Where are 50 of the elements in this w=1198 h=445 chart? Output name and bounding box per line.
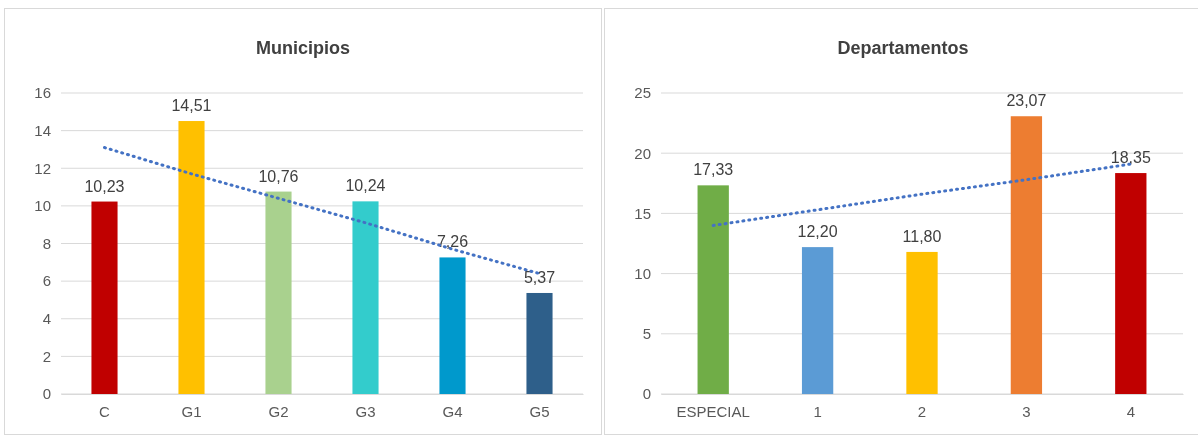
y-tick-label: 25 (634, 84, 651, 102)
x-tick-label: G2 (268, 402, 289, 420)
bar (697, 185, 729, 394)
bar (1115, 173, 1147, 394)
x-tick-label: 3 (1022, 402, 1031, 420)
data-label: 18,35 (1110, 149, 1151, 167)
data-label: 7,26 (436, 233, 469, 251)
data-label: 14,51 (171, 97, 212, 115)
y-tick-label: 0 (42, 385, 51, 403)
y-tick-label: 14 (34, 121, 51, 139)
bar (906, 251, 938, 394)
bar (1010, 116, 1043, 394)
x-tick-label: G4 (442, 402, 463, 420)
y-tick-label: 6 (42, 272, 51, 290)
data-label: 5,37 (523, 268, 556, 286)
x-tick-label: 4 (1126, 402, 1135, 420)
bar (91, 201, 118, 394)
bar (352, 201, 379, 394)
x-tick-label: G1 (181, 402, 202, 420)
y-tick-label: 4 (42, 310, 51, 328)
y-tick-label: 0 (642, 385, 651, 403)
bar (801, 247, 834, 394)
data-label: 23,07 (1006, 92, 1047, 110)
y-tick-label: 15 (634, 204, 651, 222)
data-label: 11,80 (902, 227, 942, 245)
x-tick-label: G5 (529, 402, 550, 420)
bar (178, 121, 205, 394)
data-label: 10,76 (258, 167, 299, 185)
data-label: 17,33 (693, 161, 734, 179)
y-tick-label: 5 (642, 325, 651, 343)
x-tick-label: 1 (813, 402, 822, 420)
x-tick-label: 2 (917, 402, 927, 420)
bar (439, 257, 466, 394)
x-tick-label: ESPECIAL (676, 402, 750, 420)
y-tick-label: 8 (42, 234, 51, 252)
x-tick-label: C (99, 402, 111, 420)
y-tick-label: 10 (34, 197, 51, 215)
chart-title: Municipios (256, 38, 350, 58)
bar (265, 191, 292, 394)
y-tick-label: 20 (634, 144, 651, 162)
y-tick-label: 2 (42, 347, 51, 365)
bar (526, 292, 553, 394)
data-label: 10,23 (84, 177, 125, 195)
x-tick-label: G3 (355, 402, 376, 420)
data-label: 12,20 (797, 223, 838, 241)
data-label: 10,24 (345, 177, 386, 195)
y-tick-label: 12 (34, 159, 51, 177)
chart-title: Departamentos (837, 38, 969, 58)
y-tick-label: 16 (34, 84, 51, 102)
y-tick-label: 10 (634, 264, 651, 282)
